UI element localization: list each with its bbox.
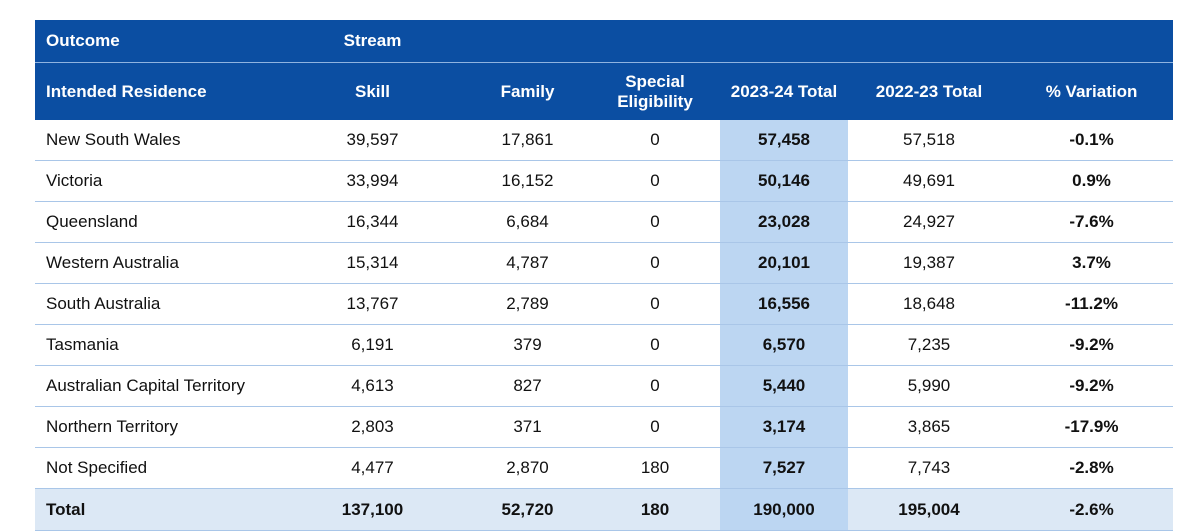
cell: -9.2%: [1010, 324, 1174, 366]
table-row: Not Specified 4,477 2,870 180 7,527 7,743 -2.8…: [35, 447, 1174, 489]
table-row: Northern Territory 2,803 371 0 3,174 3,865 -17…: [35, 406, 1174, 448]
column-header: Skill: [280, 62, 465, 120]
cell: 50,146: [720, 160, 848, 202]
cell: 7,527: [720, 447, 848, 489]
cell: 0: [590, 120, 720, 161]
table-row: Queensland 16,344 6,684 0 23,028 24,927 -7.6%: [35, 201, 1174, 243]
cell: 18,648: [848, 283, 1010, 325]
table: Outcome Stream Intended Residence Skill Fa…: [35, 20, 1174, 531]
cell: 2,803: [280, 406, 465, 448]
cell: 13,767: [280, 283, 465, 325]
total-cell: -2.6%: [1010, 488, 1174, 531]
cell: 17,861: [465, 120, 590, 161]
cell: 0.9%: [1010, 160, 1174, 202]
header-cell: Stream: [280, 20, 465, 63]
cell: 33,994: [280, 160, 465, 202]
cell: 0: [590, 201, 720, 243]
total-cell: 180: [590, 488, 720, 531]
cell: Western Australia: [35, 242, 280, 284]
table-row: New South Wales 39,597 17,861 0 57,458 57,518…: [35, 120, 1174, 161]
cell: 3.7%: [1010, 242, 1174, 284]
cell: 19,387: [848, 242, 1010, 284]
column-header: 2022-23 Total: [848, 62, 1010, 120]
cell: South Australia: [35, 283, 280, 325]
cell: 39,597: [280, 120, 465, 161]
header-cell: Outcome: [35, 20, 280, 63]
cell: 16,152: [465, 160, 590, 202]
cell: 6,684: [465, 201, 590, 243]
cell: 3,865: [848, 406, 1010, 448]
column-header: 2023-24 Total: [720, 62, 848, 120]
cell: Northern Territory: [35, 406, 280, 448]
cell: 0: [590, 365, 720, 407]
cell: 0: [590, 242, 720, 284]
cell: 0: [590, 406, 720, 448]
cell: 6,191: [280, 324, 465, 366]
cell: 0: [590, 324, 720, 366]
cell: 2,870: [465, 447, 590, 489]
cell: Australian Capital Territory: [35, 365, 280, 407]
cell: 827: [465, 365, 590, 407]
column-header: Family: [465, 62, 590, 120]
column-header: % Variation: [1010, 62, 1174, 120]
table-row: Victoria 33,994 16,152 0 50,146 49,691 0.9%: [35, 160, 1174, 202]
cell: -0.1%: [1010, 120, 1174, 161]
cell: 7,743: [848, 447, 1010, 489]
cell: Queensland: [35, 201, 280, 243]
column-header: Intended Residence: [35, 62, 280, 120]
total-cell: Total: [35, 488, 280, 531]
cell: New South Wales: [35, 120, 280, 161]
cell: 23,028: [720, 201, 848, 243]
table-body: New South Wales 39,597 17,861 0 57,458 57,518…: [35, 120, 1174, 531]
header-row: Outcome Stream: [35, 20, 1174, 63]
cell: 16,344: [280, 201, 465, 243]
table-row: Western Australia 15,314 4,787 0 20,101 19,38…: [35, 242, 1174, 284]
cell: 3,174: [720, 406, 848, 448]
total-cell: 52,720: [465, 488, 590, 531]
cell: 371: [465, 406, 590, 448]
cell: 49,691: [848, 160, 1010, 202]
cell: 20,101: [720, 242, 848, 284]
cell: 4,477: [280, 447, 465, 489]
cell: 4,613: [280, 365, 465, 407]
cell: Victoria: [35, 160, 280, 202]
table-row: Australian Capital Territory 4,613 827 0 5,4…: [35, 365, 1174, 407]
cell: 5,440: [720, 365, 848, 407]
cell: -2.8%: [1010, 447, 1174, 489]
cell: 7,235: [848, 324, 1010, 366]
cell: -7.6%: [1010, 201, 1174, 243]
cell: Tasmania: [35, 324, 280, 366]
cell: 180: [590, 447, 720, 489]
table-row: Tasmania 6,191 379 0 6,570 7,235 -9.2%: [35, 324, 1174, 366]
total-row: Total 137,100 52,720 180 190,000 195,004 -2.6%: [35, 488, 1174, 531]
table-row: South Australia 13,767 2,789 0 16,556 18,648-…: [35, 283, 1174, 325]
cell: 4,787: [465, 242, 590, 284]
column-header: Special Eligibility: [590, 62, 720, 120]
header-cell: [465, 20, 1174, 63]
total-cell: 137,100: [280, 488, 465, 531]
cell: -11.2%: [1010, 283, 1174, 325]
total-cell: 190,000: [720, 488, 848, 531]
cell: Not Specified: [35, 447, 280, 489]
cell: -17.9%: [1010, 406, 1174, 448]
cell: 57,458: [720, 120, 848, 161]
cell: 57,518: [848, 120, 1010, 161]
cell: -9.2%: [1010, 365, 1174, 407]
cell: 2,789: [465, 283, 590, 325]
total-cell: 195,004: [848, 488, 1010, 531]
header-row: Intended Residence Skill Family Special Eli…: [35, 62, 1174, 120]
cell: 379: [465, 324, 590, 366]
cell: 0: [590, 160, 720, 202]
cell: 0: [590, 283, 720, 325]
cell: 6,570: [720, 324, 848, 366]
cell: 16,556: [720, 283, 848, 325]
cell: 15,314: [280, 242, 465, 284]
cell: 24,927: [848, 201, 1010, 243]
cell: 5,990: [848, 365, 1010, 407]
